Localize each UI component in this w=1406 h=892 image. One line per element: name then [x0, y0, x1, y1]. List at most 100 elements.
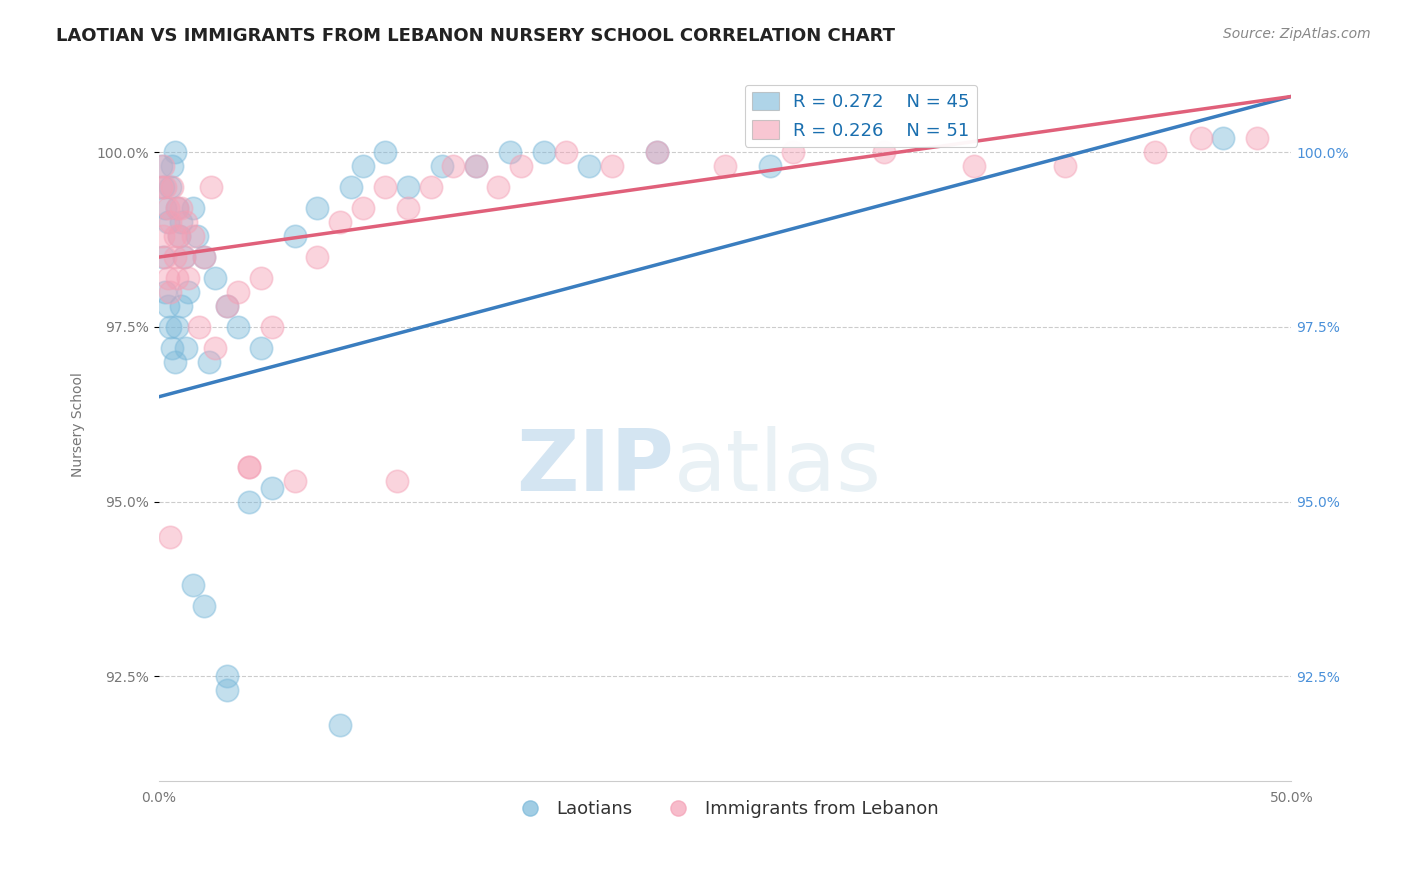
Point: [186, 229, 208, 244]
Point: [759, 159, 782, 173]
Point: [533, 145, 555, 160]
Point: [152, 180, 174, 194]
Point: [249, 341, 271, 355]
Point: [510, 159, 533, 173]
Point: [170, 299, 193, 313]
Point: [167, 229, 190, 244]
Point: [149, 159, 172, 173]
Point: [177, 271, 200, 285]
Point: [430, 159, 453, 173]
Point: [307, 250, 329, 264]
Point: [782, 145, 804, 160]
Point: [193, 250, 215, 264]
Point: [419, 180, 441, 194]
Point: [249, 271, 271, 285]
Point: [374, 145, 396, 160]
Text: atlas: atlas: [673, 426, 882, 509]
Point: [163, 229, 186, 244]
Point: [396, 180, 419, 194]
Y-axis label: Nursery School: Nursery School: [72, 372, 86, 477]
Point: [167, 229, 190, 244]
Point: [163, 250, 186, 264]
Point: [238, 459, 260, 474]
Point: [464, 159, 486, 173]
Point: [488, 180, 510, 194]
Point: [152, 159, 174, 173]
Point: [181, 201, 204, 215]
Point: [155, 250, 177, 264]
Point: [374, 180, 396, 194]
Point: [166, 201, 188, 215]
Point: [193, 599, 215, 614]
Point: [284, 229, 307, 244]
Point: [188, 320, 211, 334]
Point: [170, 201, 193, 215]
Point: [159, 320, 181, 334]
Point: [162, 159, 184, 173]
Point: [174, 215, 197, 229]
Point: [166, 201, 188, 215]
Point: [156, 215, 179, 229]
Point: [1246, 131, 1268, 145]
Point: [963, 159, 986, 173]
Point: [159, 529, 181, 543]
Point: [352, 159, 374, 173]
Point: [284, 474, 307, 488]
Point: [204, 271, 226, 285]
Point: [215, 683, 238, 698]
Point: [162, 180, 184, 194]
Point: [166, 271, 188, 285]
Point: [385, 474, 408, 488]
Point: [181, 578, 204, 592]
Point: [215, 299, 238, 313]
Point: [226, 320, 249, 334]
Point: [156, 271, 179, 285]
Point: [578, 159, 600, 173]
Point: [159, 285, 181, 299]
Point: [714, 159, 737, 173]
Point: [340, 180, 363, 194]
Point: [197, 355, 219, 369]
Point: [645, 145, 668, 160]
Point: [441, 159, 464, 173]
Text: ZIP: ZIP: [516, 426, 673, 509]
Point: [159, 180, 181, 194]
Point: [260, 481, 283, 495]
Point: [193, 250, 215, 264]
Point: [499, 145, 522, 160]
Point: [396, 201, 419, 215]
Point: [238, 459, 260, 474]
Point: [159, 215, 181, 229]
Point: [162, 341, 184, 355]
Point: [872, 145, 894, 160]
Point: [173, 250, 195, 264]
Point: [170, 215, 193, 229]
Point: [215, 299, 238, 313]
Point: [1144, 145, 1167, 160]
Text: Source: ZipAtlas.com: Source: ZipAtlas.com: [1223, 27, 1371, 41]
Point: [163, 145, 186, 160]
Point: [226, 285, 249, 299]
Point: [464, 159, 486, 173]
Point: [600, 159, 623, 173]
Point: [152, 229, 174, 244]
Point: [149, 180, 172, 194]
Point: [155, 285, 177, 299]
Point: [260, 320, 283, 334]
Legend: Laotians, Immigrants from Lebanon: Laotians, Immigrants from Lebanon: [505, 793, 946, 825]
Point: [1053, 159, 1076, 173]
Point: [1212, 131, 1234, 145]
Point: [155, 180, 177, 194]
Point: [329, 718, 352, 732]
Point: [215, 669, 238, 683]
Point: [181, 229, 204, 244]
Point: [307, 201, 329, 215]
Point: [329, 215, 352, 229]
Text: LAOTIAN VS IMMIGRANTS FROM LEBANON NURSERY SCHOOL CORRELATION CHART: LAOTIAN VS IMMIGRANTS FROM LEBANON NURSE…: [56, 27, 896, 45]
Point: [352, 201, 374, 215]
Point: [645, 145, 668, 160]
Point: [166, 320, 188, 334]
Point: [173, 250, 195, 264]
Point: [174, 341, 197, 355]
Point: [1189, 131, 1212, 145]
